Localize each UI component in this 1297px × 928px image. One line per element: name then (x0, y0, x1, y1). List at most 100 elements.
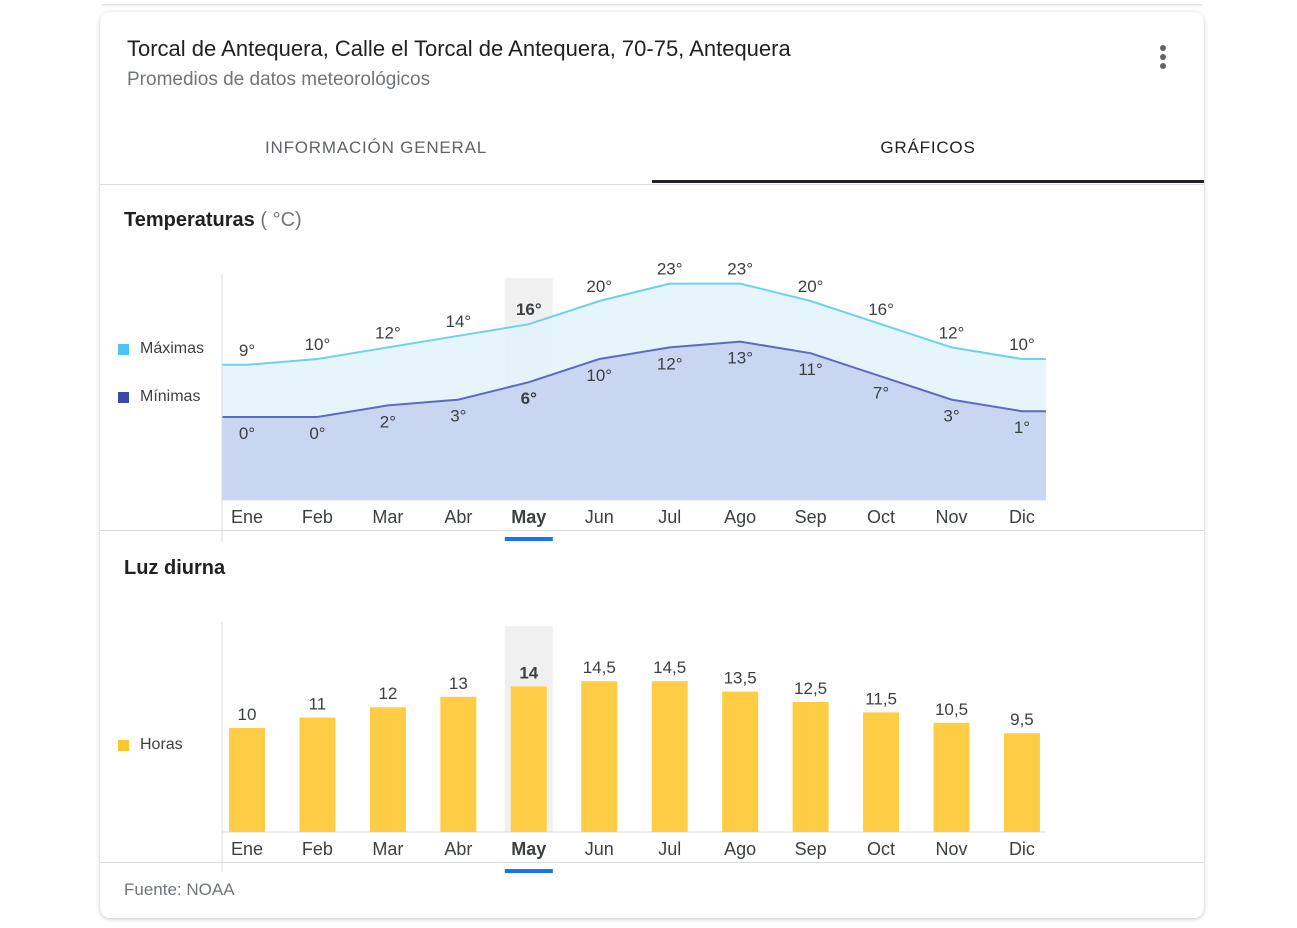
max-label-may: 16° (516, 300, 542, 319)
bar-label-sep: 12,5 (794, 679, 827, 698)
bar-label-may: 14 (519, 663, 538, 682)
bar-label-nov: 10,5 (935, 700, 968, 719)
bar-label-abr: 13 (449, 674, 468, 693)
bar-label-ago: 13,5 (724, 669, 757, 688)
min-label-ago: 13° (727, 349, 753, 368)
x-tick-may: May (511, 507, 546, 527)
temperature-title: Temperaturas (124, 209, 255, 231)
x-tick-sep: Sep (795, 839, 827, 859)
daylight-chart: 10 Ene 11 Feb 12 Mar 13 Abr 14 May 14,5 Jun 14,5 Jul 1… (221, 622, 1046, 873)
min-label-feb: 0° (309, 424, 325, 443)
legend-hours-swatch (118, 739, 129, 751)
bar-label-dic: 9,5 (1010, 710, 1034, 729)
x-tick-ago: Ago (724, 839, 756, 859)
bar-mar (369, 707, 406, 832)
min-line (222, 340, 1046, 418)
bar-label-mar: 12 (378, 684, 397, 703)
max-label-feb: 10° (305, 335, 331, 354)
max-label-nov: 12° (939, 323, 965, 342)
min-label-abr: 3° (450, 407, 466, 426)
x-tick-feb: Feb (302, 507, 333, 527)
temperature-unit: ( °C) (260, 209, 302, 231)
legend-max-swatch (118, 343, 129, 355)
max-label-ago: 23° (727, 260, 753, 279)
bar-nov (933, 722, 970, 832)
bar-ene (229, 728, 265, 832)
tab-charts[interactable]: GRÁFICOS (880, 138, 976, 157)
temperature-chart: 9° 0° Ene 10° 0° Feb 12° 2° Mar 14° 3° Abr 16° 6° May 2… (221, 260, 1046, 542)
x-tick-oct: Oct (867, 507, 895, 527)
max-label-dic: 10° (1009, 335, 1035, 354)
bar-dic (1003, 733, 1040, 832)
x-tick-oct: Oct (867, 839, 895, 859)
bar-abr (440, 696, 477, 832)
x-tick-mar: Mar (372, 507, 403, 527)
min-label-sep: 11° (798, 360, 822, 379)
legend-hours: Horas (118, 736, 183, 754)
max-label-abr: 14° (445, 312, 471, 331)
x-tick-jun: Jun (585, 507, 614, 527)
temperature-section-title: Temperaturas ( °C) (124, 209, 302, 232)
bar-label-oct: 11,5 (865, 689, 897, 708)
bar-feb (299, 717, 336, 832)
x-tick-feb: Feb (302, 839, 333, 859)
min-label-jun: 10° (586, 366, 612, 385)
x-tick-ago: Ago (724, 507, 756, 527)
x-tick-dic: Dic (1009, 507, 1035, 527)
min-label-mar: 2° (380, 412, 396, 431)
selected-month-indicator (504, 537, 553, 541)
bar-ago (722, 691, 759, 832)
bar-sep (792, 702, 829, 832)
min-label-nov: 3° (943, 407, 959, 426)
max-label-jul: 23° (657, 260, 683, 279)
footer-divider (100, 862, 1204, 863)
min-label-may: 6° (521, 389, 537, 408)
bar-oct (863, 712, 900, 832)
x-tick-may: May (511, 839, 546, 859)
min-label-jul: 12° (657, 354, 683, 373)
legend-min-label: Mínimas (140, 388, 201, 405)
x-tick-ene: Ene (231, 839, 263, 859)
x-tick-ene: Ene (231, 507, 263, 527)
min-label-dic: 1° (1014, 418, 1030, 437)
max-label-jun: 20° (586, 277, 612, 296)
more-options-icon[interactable] (1152, 42, 1174, 72)
page-subtitle: Promedios de datos meteorológicos (127, 69, 431, 90)
max-label-oct: 16° (868, 300, 894, 319)
max-label-mar: 12° (375, 323, 401, 342)
legend-min: Mínimas (118, 388, 200, 406)
x-tick-jun: Jun (585, 839, 614, 859)
x-tick-abr: Abr (444, 839, 472, 859)
x-tick-abr: Abr (444, 507, 472, 527)
bar-label-jul: 14,5 (653, 658, 686, 677)
x-tick-jul: Jul (658, 507, 681, 527)
previous-card-edge (102, 0, 1202, 5)
x-tick-mar: Mar (372, 839, 403, 859)
active-tab-indicator (652, 180, 1204, 183)
tab-general-info[interactable]: INFORMACIÓN GENERAL (264, 138, 488, 157)
max-line (222, 282, 1046, 366)
min-label-ene: 0° (239, 424, 255, 443)
legend-max: Máximas (118, 340, 204, 358)
legend-min-swatch (118, 391, 129, 403)
x-tick-dic: Dic (1009, 839, 1035, 859)
bar-jul (651, 681, 688, 832)
x-tick-sep: Sep (795, 507, 827, 527)
bar-jun (581, 681, 618, 832)
legend-max-label: Máximas (140, 340, 205, 357)
page-title: Torcal de Antequera, Calle el Torcal de … (127, 36, 791, 61)
min-label-oct: 7° (873, 383, 889, 402)
bar-label-jun: 14,5 (583, 658, 616, 677)
x-tick-nov: Nov (935, 839, 967, 859)
x-tick-jul: Jul (658, 839, 681, 859)
weather-card: Torcal de Antequera, Calle el Torcal de … (100, 12, 1204, 918)
x-tick-nov: Nov (935, 507, 967, 527)
min-area (222, 341, 1046, 500)
tab-bar: INFORMACIÓN GENERAL GRÁFICOS (100, 112, 1204, 185)
section-divider (100, 530, 1204, 531)
max-label-sep: 20° (798, 277, 824, 296)
data-source: Fuente: NOAA (124, 880, 235, 899)
max-label-ene: 9° (239, 341, 255, 360)
selected-month-indicator (504, 869, 553, 873)
legend-hours-label: Horas (140, 736, 183, 753)
